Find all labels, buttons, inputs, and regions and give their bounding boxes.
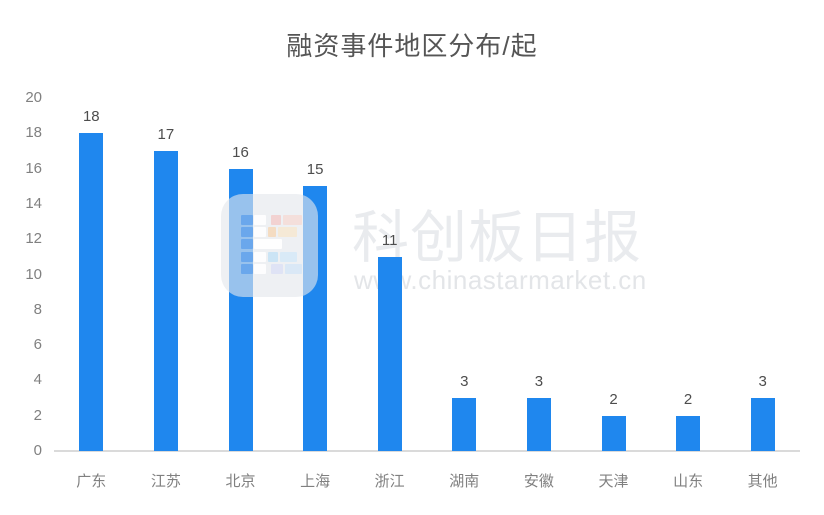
- x-axis-label: 其他: [747, 473, 778, 490]
- y-axis-tick-label: 20: [25, 89, 42, 106]
- bar-4: [303, 186, 328, 451]
- bar-1: [79, 133, 104, 451]
- y-axis-tick-label: 12: [25, 230, 42, 248]
- x-axis-label: 湖南: [449, 473, 480, 490]
- y-axis-tick-label: 16: [25, 159, 42, 177]
- bar-5: [377, 256, 402, 451]
- x-axis-label: 北京: [225, 473, 256, 490]
- bar-6: [452, 398, 477, 451]
- watermark-url-text: www.chinastarmarket.cn: [354, 265, 647, 295]
- x-axis-label: 浙江: [374, 473, 405, 490]
- x-axis-label: 上海: [300, 473, 331, 490]
- bar-value-label: 3: [758, 373, 767, 391]
- bar-value-label: 3: [460, 373, 469, 391]
- bar-value-label: 18: [82, 108, 100, 126]
- y-axis-tick-label: 6: [33, 336, 42, 354]
- y-axis-tick-label: 10: [25, 265, 42, 283]
- bar-9: [676, 415, 701, 451]
- x-axis-line: [54, 450, 800, 452]
- y-axis-tick-label: 4: [33, 371, 42, 389]
- bar-value-label: 11: [381, 231, 398, 249]
- bar-8: [601, 415, 626, 451]
- bar-value-label: 15: [306, 161, 324, 179]
- bar-2: [153, 150, 178, 451]
- bar-7: [526, 398, 551, 451]
- y-axis-tick-label: 8: [33, 300, 42, 318]
- bar-value-label: 3: [534, 373, 544, 391]
- y-axis-tick-label: 14: [25, 194, 42, 212]
- chart-title: 融资事件地区分布/起: [286, 31, 538, 61]
- x-axis-label: 安徽: [523, 473, 554, 490]
- x-axis-label: 广东: [76, 473, 107, 490]
- bar-value-label: 2: [683, 390, 693, 408]
- bar-value-label: 2: [609, 390, 618, 408]
- x-axis-label: 山东: [673, 473, 704, 490]
- bar-10: [750, 398, 775, 451]
- y-axis-tick-label: 0: [33, 442, 42, 459]
- bar-3: [228, 168, 253, 451]
- y-axis-tick-label: 2: [33, 406, 42, 424]
- bar-value-label: 17: [157, 125, 175, 143]
- y-axis-tick-label: 18: [25, 124, 42, 142]
- x-axis-label: 江苏: [150, 473, 181, 490]
- bar-value-label: 16: [232, 143, 249, 161]
- x-axis-label: 天津: [598, 473, 629, 490]
